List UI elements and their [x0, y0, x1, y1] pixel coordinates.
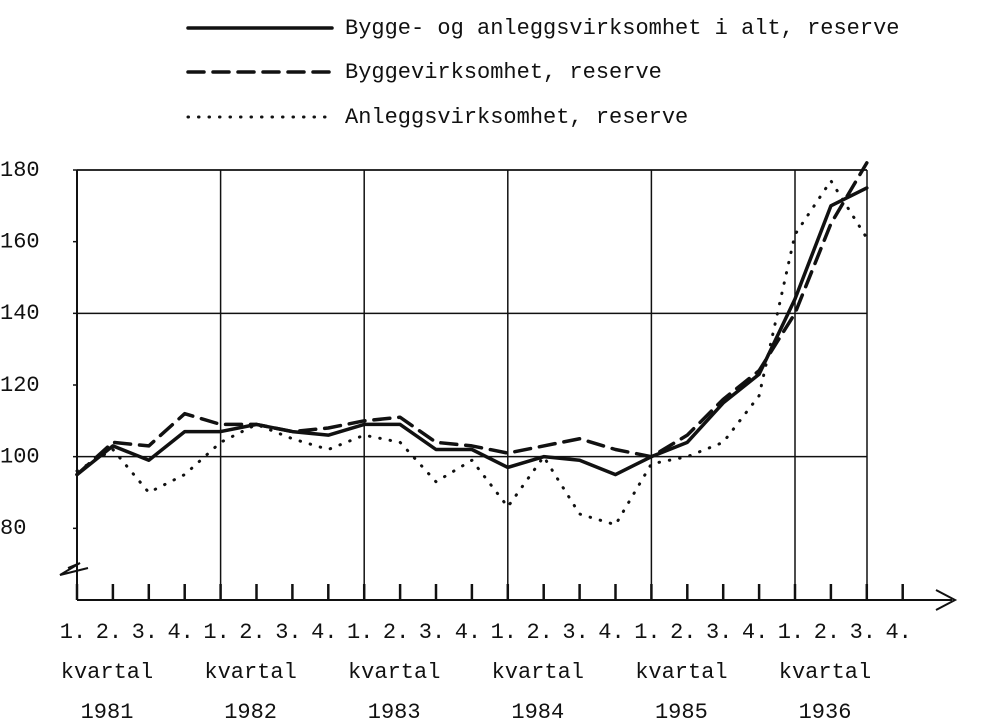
- x-tick-label: 1.: [778, 620, 804, 645]
- x-tick-label: 3.: [850, 620, 876, 645]
- x-tick-label: 4.: [455, 620, 481, 645]
- x-tick-label: 3.: [132, 620, 158, 645]
- x-tick-label: 2.: [239, 620, 265, 645]
- x-tick-label: 1.: [634, 620, 660, 645]
- x-group-label: kvartal: [635, 660, 727, 685]
- x-group-year: 1936: [799, 700, 852, 725]
- y-tick-label: 140: [0, 301, 40, 326]
- x-group-label: kvartal: [779, 660, 871, 685]
- x-group-year: 1981: [81, 700, 134, 725]
- y-tick-label: 80: [0, 516, 26, 541]
- axis-arrow: [935, 589, 958, 611]
- x-tick-label: 2.: [814, 620, 840, 645]
- series-line: [75, 179, 869, 527]
- x-tick-label: 4.: [167, 620, 193, 645]
- x-tick-label: 4.: [311, 620, 337, 645]
- axis-break: [59, 562, 89, 576]
- x-tick-label: 3.: [562, 620, 588, 645]
- x-group-label: kvartal: [348, 660, 440, 685]
- x-group-label: kvartal: [204, 660, 296, 685]
- x-tick-label: 4.: [742, 620, 768, 645]
- x-tick-label: 4.: [885, 620, 911, 645]
- x-tick-label: 2.: [670, 620, 696, 645]
- x-group-year: 1985: [655, 700, 708, 725]
- series-line: [75, 186, 869, 477]
- y-tick-label: 180: [0, 158, 40, 183]
- x-group-label: kvartal: [492, 660, 584, 685]
- x-group-label: kvartal: [61, 660, 153, 685]
- x-tick-label: 3.: [706, 620, 732, 645]
- legend-label: Byggevirksomhet, reserve: [345, 60, 662, 85]
- y-tick-label: 100: [0, 444, 40, 469]
- series-line: [75, 161, 869, 477]
- x-group-year: 1984: [511, 700, 564, 725]
- x-tick-label: 1.: [203, 620, 229, 645]
- x-tick-label: 2.: [96, 620, 122, 645]
- x-tick-label: 3.: [275, 620, 301, 645]
- x-tick-label: 3.: [419, 620, 445, 645]
- x-tick-label: 2.: [383, 620, 409, 645]
- y-tick-label: 160: [0, 229, 40, 254]
- x-tick-label: 1.: [347, 620, 373, 645]
- y-tick-label: 120: [0, 373, 40, 398]
- x-tick-label: 2.: [526, 620, 552, 645]
- legend-label: Bygge- og anleggsvirksomhet i alt, reser…: [345, 16, 900, 41]
- legend-label: Anleggsvirksomhet, reserve: [345, 105, 688, 130]
- x-tick-label: 1.: [491, 620, 517, 645]
- x-tick-label: 4.: [598, 620, 624, 645]
- x-group-year: 1983: [368, 700, 421, 725]
- x-group-year: 1982: [224, 700, 277, 725]
- x-tick-label: 1.: [60, 620, 86, 645]
